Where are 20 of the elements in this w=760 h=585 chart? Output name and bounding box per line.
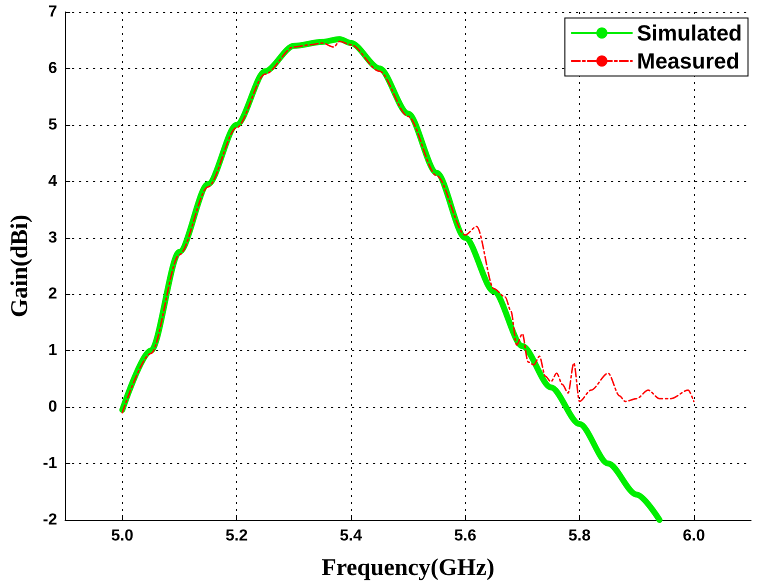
y-tick-label: 3 (48, 229, 58, 246)
x-axis-title: Frequency(GHz) (322, 555, 494, 581)
x-tick-label: 5.6 (454, 528, 476, 544)
y-tick-label: 4 (48, 172, 58, 190)
y-tick-label: 0 (48, 398, 58, 416)
x-tick-label: 5.2 (225, 528, 248, 544)
x-tick-label: 5.4 (340, 528, 362, 544)
y-tick-label: -1 (42, 455, 58, 472)
x-tick-label: 6.0 (682, 528, 706, 544)
legend-label: Simulated (636, 20, 742, 46)
y-tick-label: 5 (48, 116, 58, 134)
x-tick-label: 5.8 (568, 528, 591, 544)
x-tick-label: 5.0 (111, 528, 134, 544)
y-tick-label: 6 (48, 60, 58, 77)
legend-label: Measured (636, 48, 740, 74)
y-tick-label: 1 (48, 342, 58, 360)
y-tick-label: 7 (48, 4, 58, 20)
y-axis-title: Gain(dBi) (7, 214, 33, 318)
y-tick-label: 2 (48, 286, 58, 303)
y-tick-label: -2 (42, 512, 58, 528)
